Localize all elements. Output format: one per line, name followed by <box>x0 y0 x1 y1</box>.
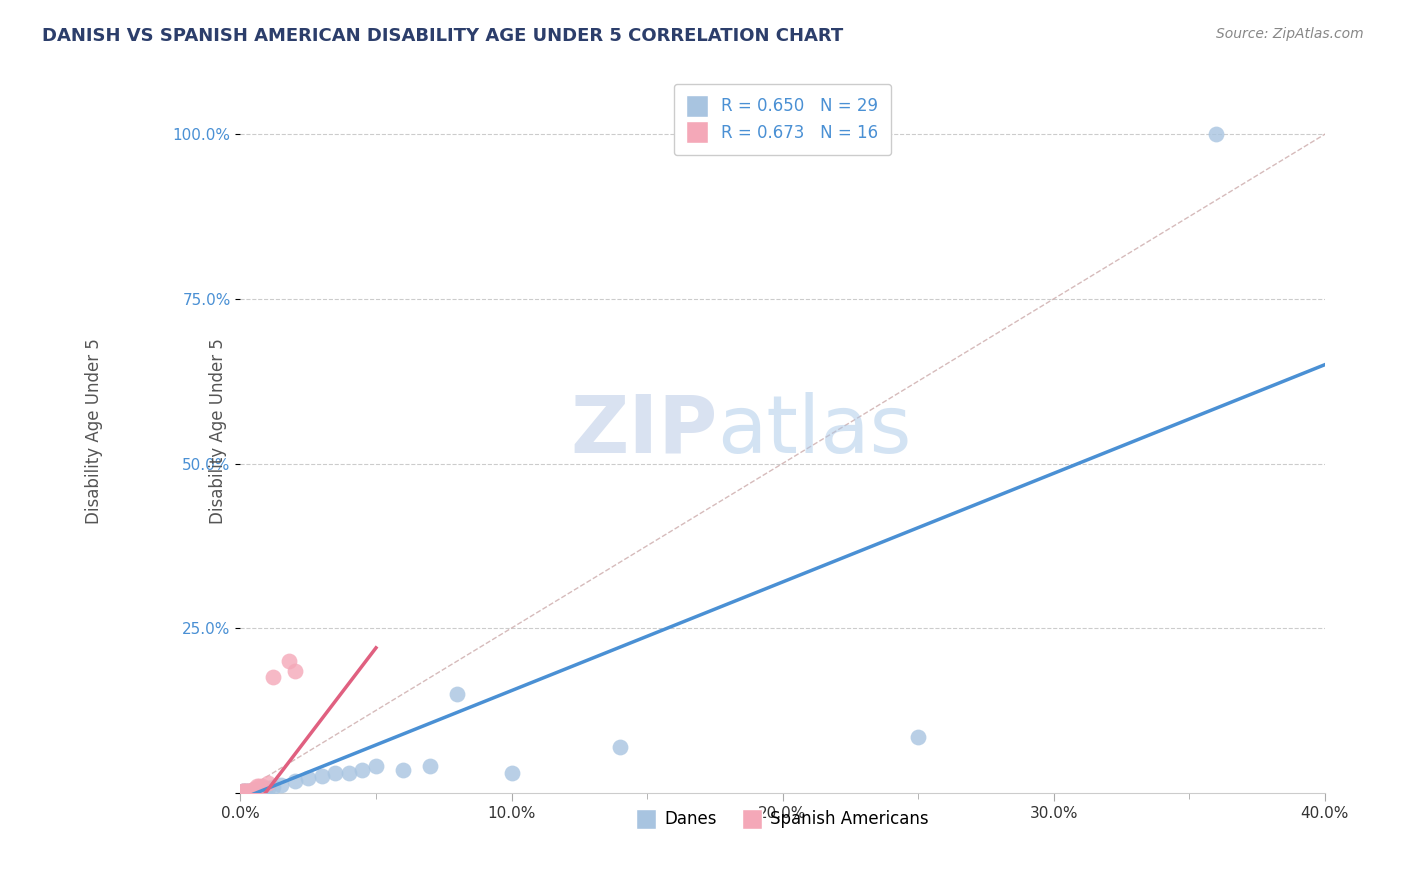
Point <box>249 783 271 797</box>
Point <box>235 783 257 797</box>
Text: Source: ZipAtlas.com: Source: ZipAtlas.com <box>1216 27 1364 41</box>
Point <box>246 783 269 797</box>
Point <box>253 782 276 797</box>
Point <box>246 779 269 793</box>
Point <box>256 776 278 790</box>
Point <box>243 783 266 797</box>
Point <box>284 664 307 678</box>
Point <box>609 739 631 754</box>
Point <box>262 670 284 684</box>
Point <box>249 779 271 793</box>
Point <box>907 730 929 744</box>
Point <box>232 783 254 797</box>
Point <box>392 763 415 777</box>
Point <box>1205 128 1227 142</box>
Point <box>240 783 263 797</box>
Point <box>284 773 307 788</box>
Point <box>325 765 347 780</box>
Point <box>250 783 273 797</box>
Point <box>235 783 257 797</box>
Point <box>238 783 260 797</box>
Point <box>235 783 257 797</box>
Legend: Danes, Spanish Americans: Danes, Spanish Americans <box>630 804 935 835</box>
Text: ZIP: ZIP <box>571 392 717 469</box>
Point <box>232 783 254 797</box>
Point <box>364 759 387 773</box>
Y-axis label: Disability Age Under 5: Disability Age Under 5 <box>86 338 103 524</box>
Point <box>419 759 441 773</box>
Y-axis label: Disability Age Under 5: Disability Age Under 5 <box>208 338 226 524</box>
Text: DANISH VS SPANISH AMERICAN DISABILITY AGE UNDER 5 CORRELATION CHART: DANISH VS SPANISH AMERICAN DISABILITY AG… <box>42 27 844 45</box>
Point <box>232 783 254 797</box>
Point <box>270 778 292 792</box>
Point <box>262 780 284 795</box>
Point <box>243 783 266 797</box>
Point <box>250 779 273 793</box>
Point <box>297 771 319 785</box>
Point <box>235 783 257 797</box>
Point <box>278 654 301 668</box>
Point <box>232 783 254 797</box>
Point <box>446 687 468 701</box>
Point <box>256 780 278 795</box>
Point <box>238 783 260 797</box>
Point <box>243 782 266 797</box>
Point <box>311 769 333 783</box>
Point <box>352 763 374 777</box>
Point <box>501 765 523 780</box>
Point <box>238 783 260 797</box>
Text: atlas: atlas <box>717 392 912 469</box>
Point <box>337 765 360 780</box>
Point <box>243 782 266 797</box>
Point <box>240 783 263 797</box>
